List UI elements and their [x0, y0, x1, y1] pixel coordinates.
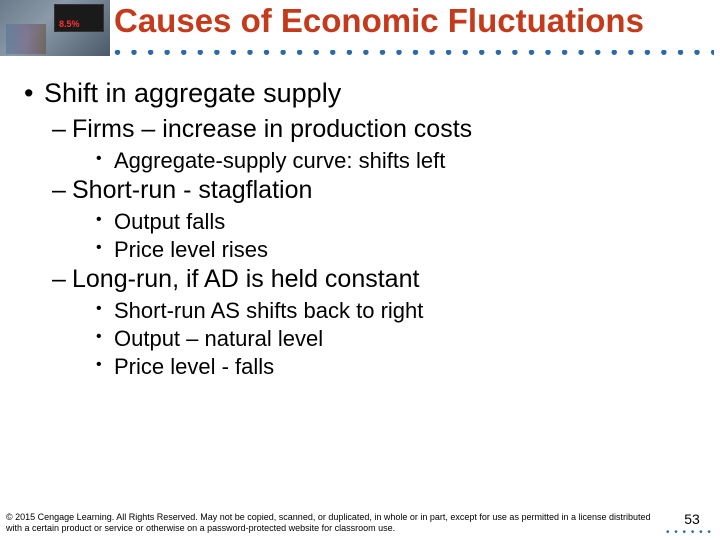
header-illustration: 8.5%	[0, 0, 110, 56]
bullet-level-3: Output – natural level	[24, 326, 696, 352]
bullet-level-3: Price level rises	[24, 237, 696, 263]
bullet-level-2: Firms – increase in production costs	[24, 115, 696, 144]
bullet-level-2: Long-run, if AD is held constant	[24, 265, 696, 294]
title-underline-dots: • • • • • • • • • • • • • • • • • • • • …	[114, 50, 714, 60]
copyright-footer: © 2015 Cengage Learning. All Rights Rese…	[6, 512, 660, 535]
bullet-level-3: Short-run AS shifts back to right	[24, 298, 696, 324]
slide-header: 8.5% Causes of Economic Fluctuations • •…	[0, 0, 720, 64]
people-silhouette	[6, 24, 46, 54]
page-number-dots: • • • • • • • • •	[666, 527, 714, 538]
bullet-level-2: Short-run - stagflation	[24, 176, 696, 205]
slide-content: Shift in aggregate supply Firms – increa…	[0, 64, 720, 380]
slide-title: Causes of Economic Fluctuations	[114, 2, 644, 40]
unemployment-sign: 8.5%	[54, 4, 104, 32]
bullet-level-3: Output falls	[24, 209, 696, 235]
bullet-level-1: Shift in aggregate supply	[24, 78, 696, 109]
sign-percent: 8.5%	[59, 19, 80, 29]
bullet-level-3: Price level - falls	[24, 354, 696, 380]
bullet-level-3: Aggregate-supply curve: shifts left	[24, 148, 696, 174]
